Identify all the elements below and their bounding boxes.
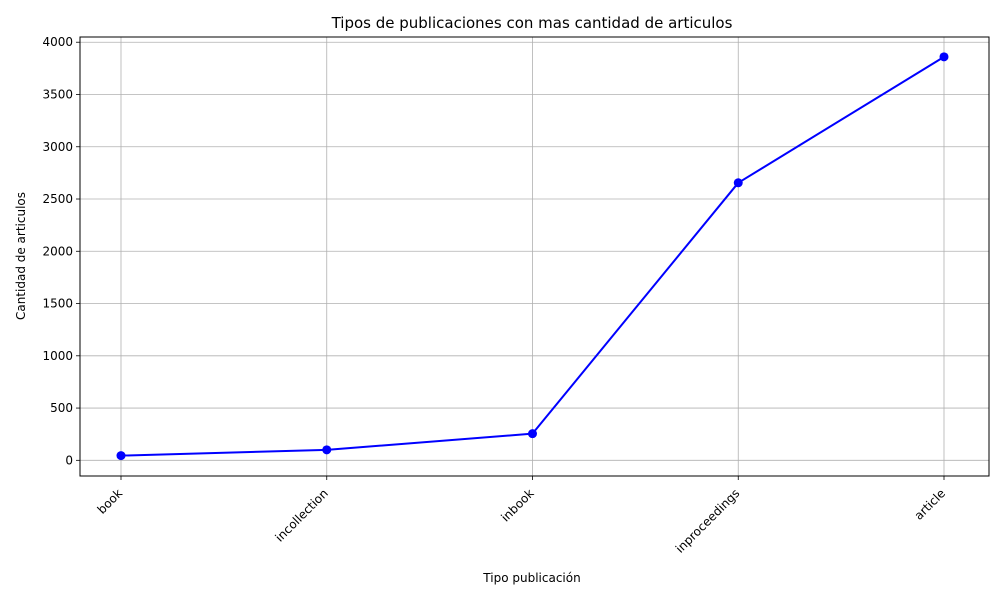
x-tick-label: incollection	[273, 486, 331, 544]
data-point-incollection	[322, 445, 332, 455]
x-axis: book incollection inbook inproceedings artic…	[95, 476, 949, 556]
y-tick-label: 2500	[42, 192, 73, 206]
x-axis-label: Tipo publicación	[482, 571, 580, 585]
data-point-article	[939, 52, 949, 62]
y-tick-label: 1000	[42, 349, 73, 363]
x-tick-label: book	[95, 486, 126, 517]
plot-frame	[79, 36, 990, 477]
series-layer	[116, 52, 949, 461]
x-tick-label: inbook	[498, 486, 536, 524]
grid	[80, 37, 989, 476]
y-tick-label: 3000	[42, 140, 73, 154]
y-tick-label: 500	[50, 401, 73, 415]
y-tick-label: 4000	[42, 35, 73, 49]
y-axis-label: Cantidad de articulos	[14, 192, 28, 320]
x-tick-label: article	[912, 486, 949, 523]
y-axis: 0 500 1000 1500 2000 2500 3000 3500 4000	[42, 35, 80, 467]
chart-title: Tipos de publicaciones con mas cantidad …	[331, 14, 733, 32]
y-tick-label: 0	[65, 453, 73, 467]
y-tick-label: 2000	[42, 244, 73, 258]
data-point-inbook	[528, 429, 537, 439]
x-tick-label: inproceedings	[673, 486, 743, 556]
data-point-inproceedings	[733, 178, 743, 188]
y-tick-label: 3500	[42, 87, 73, 101]
y-tick-label: 1500	[42, 297, 73, 311]
data-point-book	[116, 451, 126, 461]
